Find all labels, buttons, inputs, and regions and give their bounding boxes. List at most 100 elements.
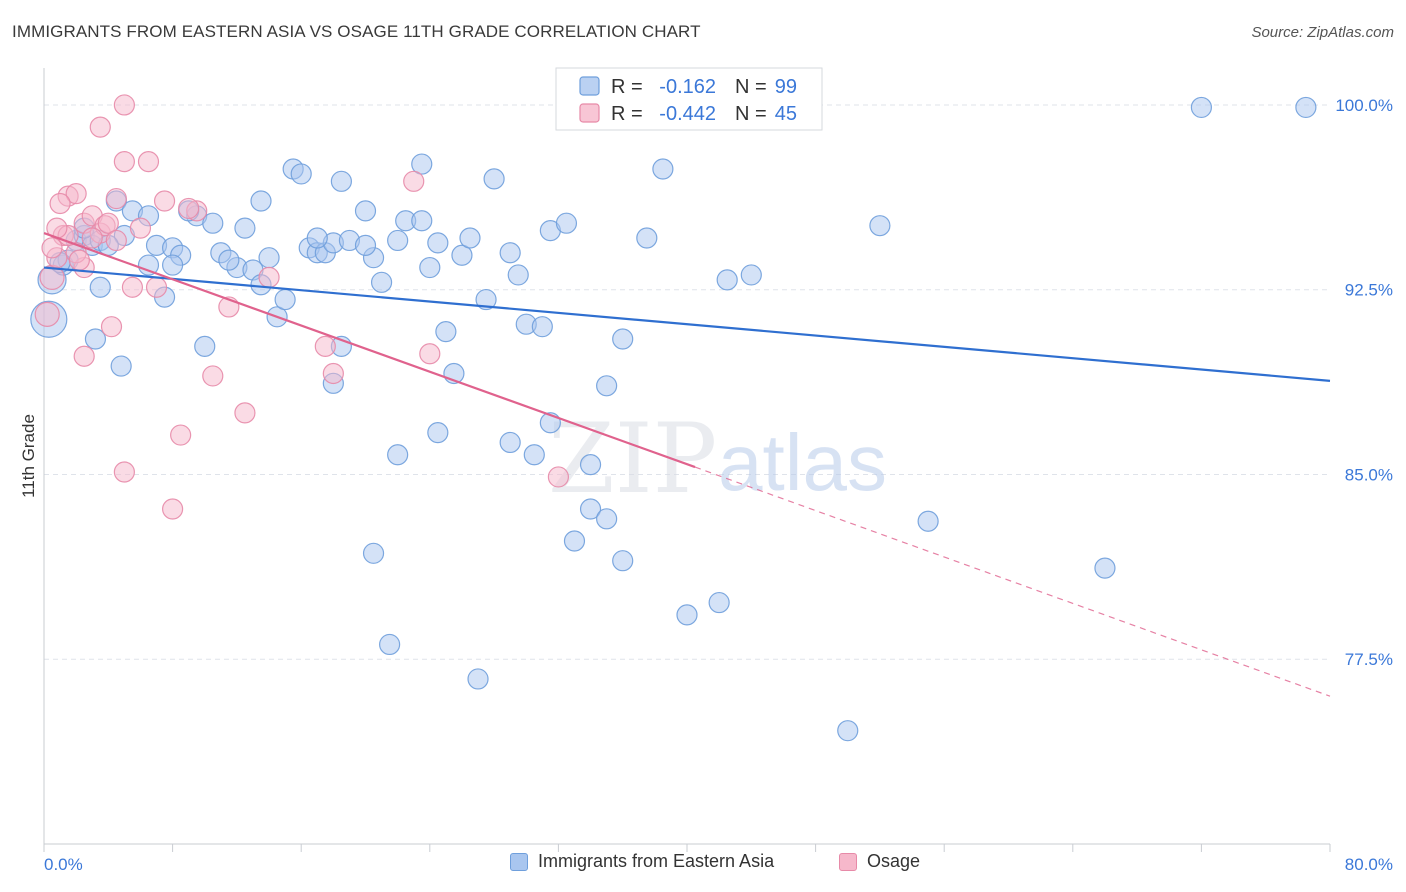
data-point-blue: [459, 227, 481, 249]
stats-r-value: -0.442: [659, 103, 716, 125]
data-point-blue: [290, 163, 312, 185]
data-point-blue: [467, 668, 489, 690]
series-pink-points: [34, 94, 570, 520]
x-tick-label-max: 80.0%: [1345, 855, 1393, 874]
data-point-blue: [194, 335, 216, 357]
data-point-pink: [162, 498, 184, 520]
data-point-pink: [41, 237, 63, 259]
data-point-blue: [579, 498, 602, 520]
y-tick-label: 85.0%: [1345, 465, 1393, 484]
data-point-pink: [113, 461, 135, 483]
data-point-blue: [419, 256, 441, 279]
data-point-pink: [314, 335, 336, 357]
data-point-blue: [234, 217, 256, 239]
data-point-pink: [547, 466, 570, 488]
data-point-pink: [100, 316, 123, 338]
data-point-blue: [499, 431, 521, 454]
data-point-blue: [330, 170, 352, 192]
stats-legend: R = -0.162 N = 99 R = -0.442 N = 45: [555, 67, 823, 131]
data-point-blue: [563, 530, 586, 552]
stats-r-label: R =: [611, 76, 643, 98]
data-point-blue: [354, 200, 377, 222]
data-point-blue: [379, 633, 401, 656]
data-point-blue: [596, 375, 618, 397]
data-point-blue: [596, 508, 618, 530]
stats-n-value: 99: [775, 76, 797, 98]
data-point-pink: [65, 183, 87, 205]
watermark-zip: ZIP: [548, 403, 717, 515]
data-point-blue: [411, 153, 433, 175]
data-point-blue: [162, 254, 184, 276]
data-point-blue: [89, 276, 111, 298]
trend-line-pink: [43, 232, 696, 469]
data-point-blue: [1295, 96, 1317, 119]
bottom-legend: Immigrants from Eastern Asia Osage: [0, 851, 1406, 879]
trend-line-blue: [43, 266, 1331, 382]
data-point-blue: [84, 328, 107, 350]
x-tick-label-min: 0.0%: [44, 855, 83, 874]
data-point-pink: [105, 229, 127, 252]
data-point-blue: [555, 212, 578, 234]
y-tick-label: 100.0%: [1335, 96, 1393, 115]
data-point-pink: [234, 402, 256, 424]
data-point-blue: [483, 168, 505, 190]
data-point-blue: [435, 320, 457, 343]
data-point-blue: [740, 264, 762, 286]
trend-line-pink-extension: [694, 466, 1331, 697]
data-point-blue: [387, 229, 409, 252]
data-point-pink: [202, 365, 224, 387]
y-axis-label: 11th Grade: [19, 414, 38, 498]
data-point-blue: [451, 244, 473, 266]
data-point-blue: [612, 328, 634, 350]
data-point-blue: [362, 542, 385, 564]
data-point-blue: [202, 212, 224, 234]
data-point-blue: [250, 190, 272, 212]
data-point-blue: [427, 232, 449, 254]
stats-legend-box: [555, 67, 823, 131]
data-point-pink: [89, 116, 111, 138]
watermark-atlas: atlas: [718, 418, 887, 507]
data-point-pink: [49, 192, 71, 215]
data-point-blue: [370, 271, 393, 293]
data-point-blue: [354, 234, 377, 256]
data-point-blue: [531, 316, 553, 338]
stats-r-value: -0.162: [659, 76, 716, 98]
data-point-pink: [97, 212, 119, 234]
data-point-pink: [105, 187, 127, 210]
data-point-blue: [411, 210, 433, 232]
data-point-pink: [113, 94, 135, 116]
y-tick-label: 92.5%: [1345, 281, 1393, 300]
legend-item-osage[interactable]: Osage: [839, 851, 920, 872]
chart-title: IMMIGRANTS FROM EASTERN ASIA VS OSAGE 11…: [12, 22, 701, 41]
stats-n-value: 45: [775, 103, 797, 125]
data-point-pink: [34, 301, 60, 327]
data-point-blue: [387, 444, 409, 466]
data-point-blue: [475, 288, 497, 311]
data-point-pink: [170, 424, 192, 446]
data-point-pink: [113, 151, 135, 173]
stats-n-label: N =: [735, 103, 767, 125]
data-point-blue: [708, 591, 730, 614]
legend-label-eastern-asia: Immigrants from Eastern Asia: [538, 851, 775, 871]
data-point-pink: [322, 362, 344, 385]
data-point-blue: [306, 227, 328, 249]
data-point-blue: [579, 454, 602, 476]
legend-swatch-pink: [839, 852, 857, 871]
data-point-pink: [145, 276, 168, 298]
data-point-pink: [73, 345, 95, 367]
data-point-blue: [274, 288, 296, 311]
data-point-blue: [869, 215, 891, 237]
data-point-blue: [1190, 96, 1213, 119]
data-point-blue: [507, 264, 529, 286]
data-point-pink: [81, 227, 103, 249]
legend-swatch-blue: [510, 852, 528, 871]
data-point-pink: [258, 266, 280, 288]
legend-item-eastern-asia[interactable]: Immigrants from Eastern Asia: [510, 851, 774, 872]
data-point-pink: [121, 276, 144, 298]
data-point-blue: [652, 158, 674, 180]
data-point-blue: [110, 355, 132, 377]
data-point-blue: [499, 242, 521, 264]
stats-legend-swatch-blue: [579, 76, 600, 96]
data-point-blue: [612, 550, 634, 572]
